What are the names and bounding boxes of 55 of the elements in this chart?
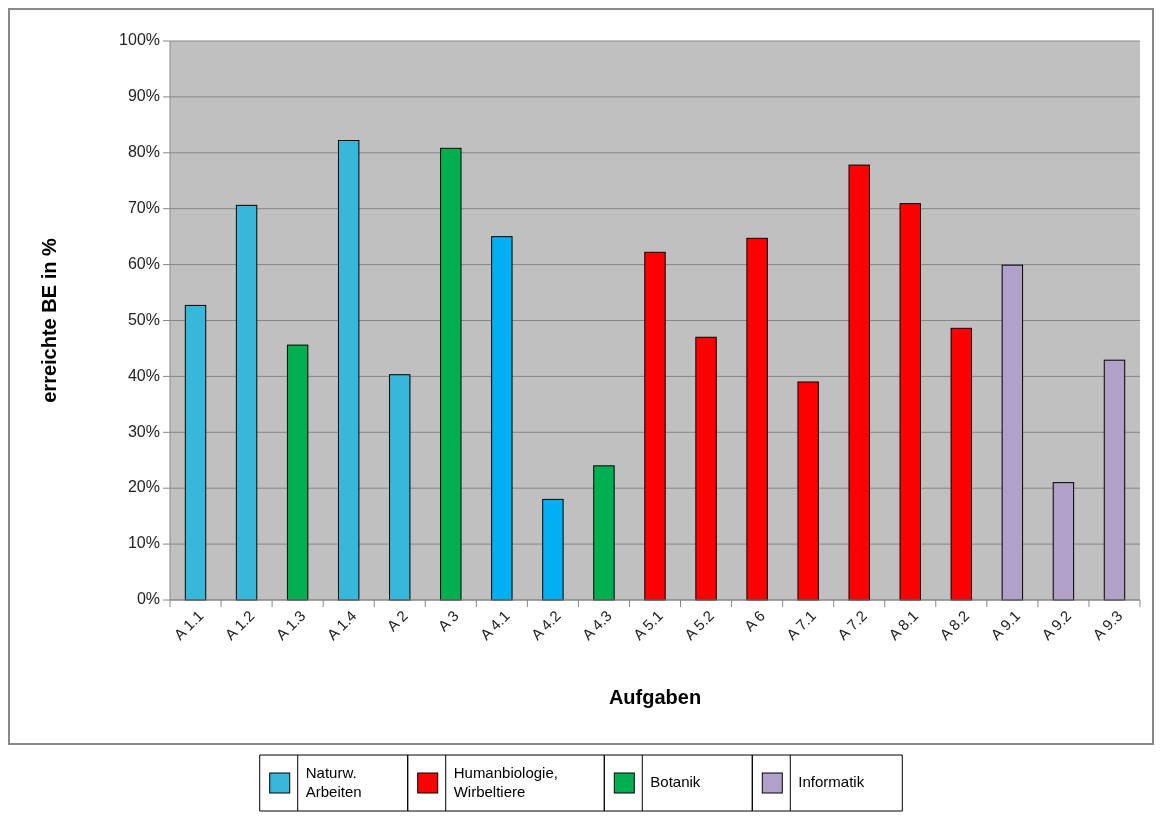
bar <box>337 140 360 601</box>
bar <box>797 381 819 601</box>
x-tick-label: A 8.2 <box>936 606 973 644</box>
bar <box>1103 359 1126 601</box>
bar <box>491 236 513 601</box>
x-tick-label: A 5.1 <box>629 606 666 644</box>
x-tick-label: A 5.2 <box>680 606 717 644</box>
x-tick-label: A 4.2 <box>527 606 564 644</box>
x-tick-label: A 6 <box>740 606 769 635</box>
y-tick-label: 20% <box>127 478 160 496</box>
y-tick-label: 80% <box>127 143 160 161</box>
legend-label: Botanik <box>650 772 701 790</box>
y-tick-label: 70% <box>127 198 160 216</box>
bar <box>184 304 207 601</box>
bar <box>593 465 615 601</box>
bar <box>389 374 411 601</box>
x-tick-label: A 9.3 <box>1089 606 1126 644</box>
bar <box>235 204 258 601</box>
bar <box>950 327 973 601</box>
x-tick-label: A 4.3 <box>578 606 615 644</box>
bar <box>644 251 666 601</box>
y-tick-label: 10% <box>127 534 160 552</box>
y-tick-label: 50% <box>127 310 160 328</box>
x-tick-label: A 7.1 <box>782 606 820 644</box>
legend-label: Humanbiologie, Wirbeltiere <box>453 763 558 800</box>
x-tick-label: A 8.1 <box>884 606 922 644</box>
x-tick-label: A 2 <box>383 606 411 635</box>
x-tick-label: A 1.4 <box>323 606 360 644</box>
x-tick-label: A 9.1 <box>987 606 1024 644</box>
y-tick-label: 40% <box>127 366 160 384</box>
legend-label: Informatik <box>798 772 865 790</box>
bar <box>695 336 717 601</box>
bar <box>899 203 921 601</box>
x-tick-label: A 4.1 <box>476 606 513 644</box>
x-tick-label: A 1.2 <box>221 606 258 644</box>
bar <box>746 237 768 601</box>
x-tick-label: A 7.2 <box>833 606 871 644</box>
y-axis-title: erreichte BE in % <box>38 238 60 403</box>
bar <box>542 498 564 601</box>
x-axis-title: Aufgaben <box>608 686 702 708</box>
x-tick-label: A 3 <box>434 606 462 635</box>
y-tick-label: 100% <box>119 31 160 49</box>
bar <box>848 164 870 601</box>
y-tick-label: 30% <box>127 422 160 440</box>
bar <box>286 344 309 601</box>
bar <box>1001 264 1024 601</box>
x-tick-label: A 1.1 <box>170 606 207 644</box>
legend-label: Naturw. Arbeiten <box>305 763 362 800</box>
y-tick-label: 90% <box>127 87 160 105</box>
bar <box>1052 482 1075 601</box>
y-tick-label: 0% <box>136 590 160 608</box>
bar <box>440 147 462 601</box>
x-tick-label: A 9.2 <box>1038 606 1075 644</box>
y-tick-label: 60% <box>127 254 160 272</box>
x-tick-label: A 1.3 <box>272 606 309 644</box>
